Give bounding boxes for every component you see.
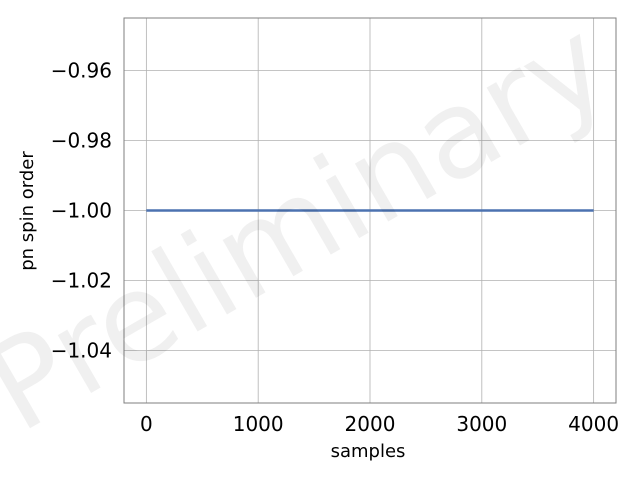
plot-frame [123, 17, 617, 404]
y-tick-label: −1.02 [51, 269, 112, 293]
x-tick-label: 4000 [568, 412, 619, 436]
x-axis-label: samples [331, 441, 406, 462]
y-axis-label: pn spin order [17, 151, 38, 271]
x-tick-labels: 0 1000 2000 3000 4000 [140, 412, 619, 436]
x-tick-label: 0 [140, 412, 153, 436]
y-tick-label: −1.04 [51, 339, 112, 363]
y-tick-label: −0.98 [51, 129, 112, 153]
y-tick-labels: −0.96 −0.98 −1.00 −1.02 −1.04 [51, 59, 112, 363]
x-tick-label: 3000 [456, 412, 507, 436]
y-tick-label: −0.96 [51, 59, 112, 83]
x-tick-label: 2000 [345, 412, 396, 436]
y-tick-label: −1.00 [51, 199, 112, 223]
x-tick-label: 1000 [233, 412, 284, 436]
